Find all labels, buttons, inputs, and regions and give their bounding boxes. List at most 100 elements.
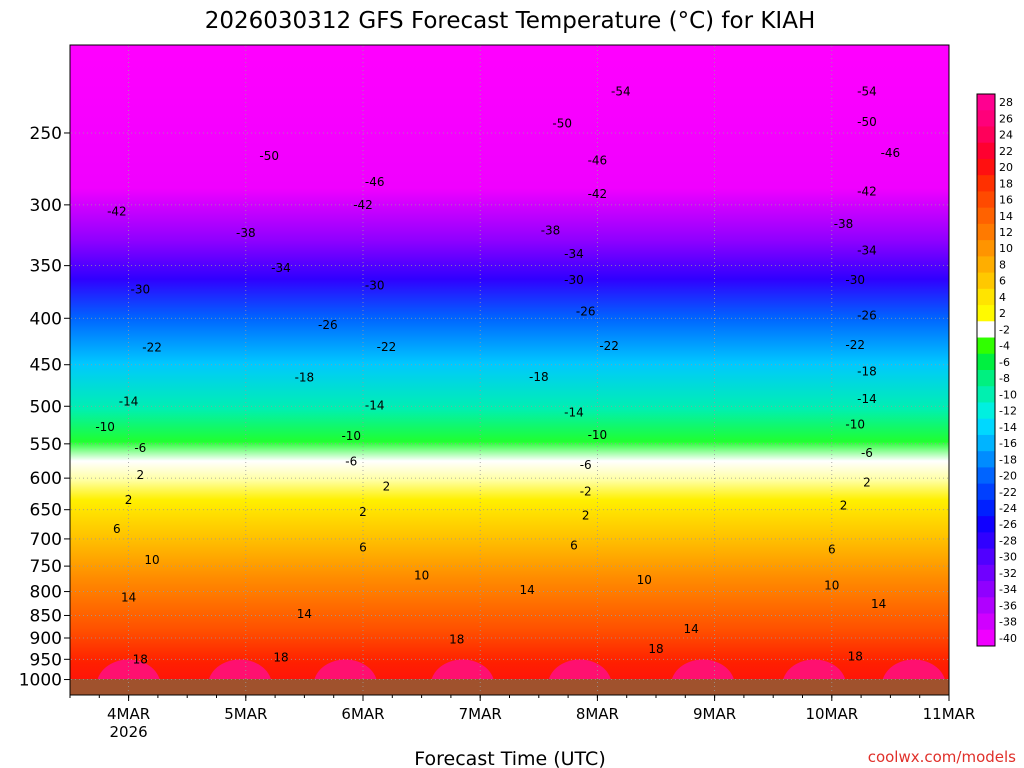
y-axis: 250 300 350 400 450 500 550 600 650 700 750 800 850 9… <box>19 124 70 691</box>
contour-label: -18 <box>295 371 315 385</box>
contour-label: -10 <box>588 428 608 442</box>
colorbar-tick-label: 8 <box>999 258 1006 271</box>
contour-label: -34 <box>271 261 291 275</box>
colorbar-tick-label: -6 <box>999 356 1010 369</box>
contour-label: -14 <box>564 406 584 420</box>
contour-label: -42 <box>353 198 373 212</box>
x-tick-year: 2026 <box>110 723 148 741</box>
contour-label: -18 <box>529 370 549 384</box>
colorbar-swatch <box>977 532 995 550</box>
colorbar-tick-label: -16 <box>999 437 1017 450</box>
contour-label: -42 <box>588 187 608 201</box>
contour-label: 18 <box>273 651 288 665</box>
contour-label: -14 <box>857 392 877 406</box>
y-tick-label: 250 <box>30 124 62 144</box>
x-tick-label: 8MAR <box>576 705 619 723</box>
contour-label: -46 <box>881 146 901 160</box>
contour-label: -46 <box>365 175 385 189</box>
contour-label: 6 <box>828 542 836 556</box>
credit-link[interactable]: coolwx.com/models <box>868 748 1016 766</box>
colorbar-tick-label: -36 <box>999 599 1017 612</box>
colorbar-tick-label: 24 <box>999 129 1013 142</box>
contour-label: 2 <box>383 480 391 494</box>
contour-label: -6 <box>861 446 873 460</box>
contour-label: 6 <box>359 540 367 554</box>
colorbar-tick-label: 20 <box>999 161 1013 174</box>
contour-label: 14 <box>871 597 886 611</box>
y-tick-label: 400 <box>30 309 62 329</box>
contour-label: -10 <box>95 420 115 434</box>
contour-label: 18 <box>133 652 148 666</box>
colorbar-swatch <box>977 191 995 209</box>
contour-label: -38 <box>541 223 561 237</box>
ground-band <box>70 679 949 695</box>
colorbar-swatch <box>977 158 995 176</box>
colorbar-swatch <box>977 272 995 290</box>
colorbar-swatch <box>977 564 995 582</box>
colorbar-swatch <box>977 386 995 403</box>
x-tick-label: 11MAR <box>923 705 976 723</box>
contour-label: 18 <box>848 649 863 663</box>
contour-label: 14 <box>519 583 534 597</box>
contour-label: -22 <box>377 340 397 354</box>
contour-label: 10 <box>824 579 839 593</box>
colorbar-tick-label: -40 <box>999 632 1017 645</box>
colorbar-tick-label: -14 <box>999 421 1017 434</box>
colorbar-swatch <box>977 483 995 501</box>
contour-label: 2 <box>863 476 871 490</box>
x-tick-label: 10MAR <box>805 705 858 723</box>
colorbar-swatch <box>977 337 995 355</box>
contour-label: -30 <box>845 273 865 287</box>
colorbar-tick-label: -30 <box>999 551 1017 564</box>
colorbar-swatch <box>977 629 995 647</box>
y-tick-label: 1000 <box>19 671 62 691</box>
contour-label: 18 <box>648 642 663 656</box>
colorbar-tick-label: 22 <box>999 145 1013 158</box>
y-tick-label: 300 <box>30 196 62 216</box>
colorbar-swatch <box>977 207 995 225</box>
contour-label: -26 <box>318 318 338 332</box>
contour-label: -30 <box>564 273 584 287</box>
x-tick-label: 5MAR <box>224 705 267 723</box>
contour-label: -30 <box>131 283 151 297</box>
colorbar-swatch <box>977 321 995 339</box>
contour-label: 6 <box>570 539 578 553</box>
contour-label: 14 <box>121 590 136 604</box>
contour-label: -22 <box>142 341 162 355</box>
contour-label: -30 <box>365 278 385 292</box>
colorbar-swatch <box>977 256 995 274</box>
contour-label: -22 <box>845 338 865 352</box>
colorbar-tick-label: -26 <box>999 518 1017 531</box>
colorbar-swatch <box>977 418 995 436</box>
contour-label: 6 <box>113 522 121 536</box>
contour-label: -42 <box>107 204 127 218</box>
contour-label: -10 <box>845 418 865 432</box>
contour-label: -14 <box>119 394 139 408</box>
contour-label: -34 <box>564 247 584 261</box>
colorbar-tick-label: 16 <box>999 194 1013 207</box>
colorbar-swatch <box>977 305 995 322</box>
contour-label: -14 <box>365 398 385 412</box>
contour-label: -6 <box>345 454 357 468</box>
x-tick-label: 9MAR <box>693 705 736 723</box>
colorbar-tick-label: -12 <box>999 405 1017 418</box>
y-tick-label: 450 <box>30 356 62 376</box>
y-tick-label: 750 <box>30 557 62 577</box>
contour-label: 2 <box>125 493 133 507</box>
colorbar-tick-label: 26 <box>999 112 1013 125</box>
colorbar-swatch <box>977 548 995 566</box>
colorbar-swatch <box>977 402 995 420</box>
colorbar-swatch <box>977 142 995 160</box>
colorbar-swatch <box>977 613 995 631</box>
contour-label: -2 <box>580 485 592 499</box>
contour-label: -54 <box>857 84 877 98</box>
contour-label: -50 <box>259 149 279 163</box>
colorbar-tick-label: -28 <box>999 534 1017 547</box>
colorbar-tick-label: -8 <box>999 372 1010 385</box>
contour-label: 10 <box>144 553 159 567</box>
colorbar-tick-label: 14 <box>999 210 1013 223</box>
colorbar-tick-label: -4 <box>999 340 1010 353</box>
x-axis-label: Forecast Time (UTC) <box>414 748 605 768</box>
colorbar-swatch <box>977 110 995 127</box>
